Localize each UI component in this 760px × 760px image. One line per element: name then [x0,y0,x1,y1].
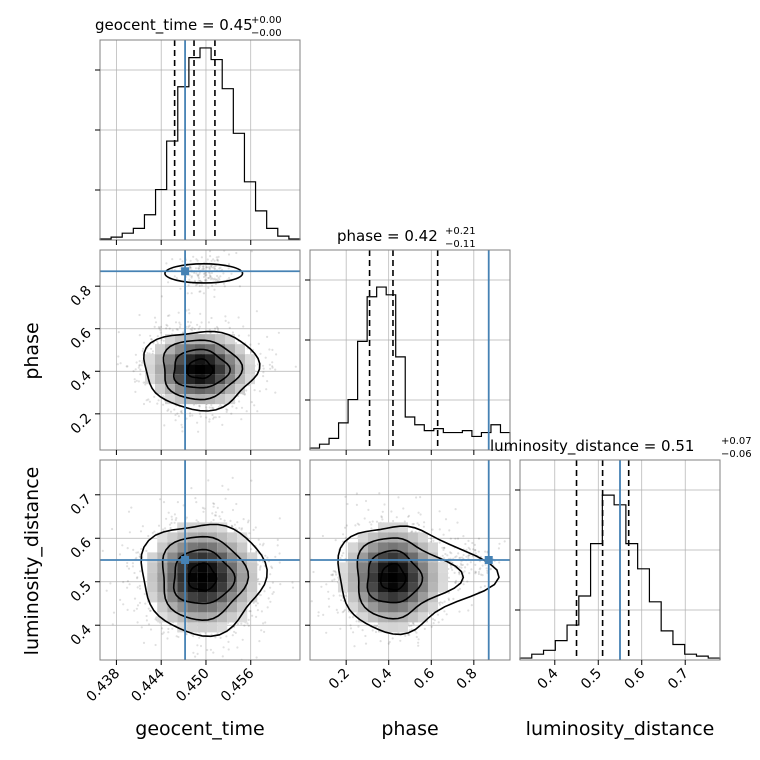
title-luminosity-distance-plus: +0.07 [721,436,752,447]
y-tick-label: 0.4 [68,622,95,649]
contour-line [337,525,500,636]
x-tick-label: 0.4 [368,665,395,692]
contour-line [186,358,214,380]
contour-line [356,537,465,620]
y-tick-label: 0.2 [68,410,95,437]
contour-line [379,562,407,591]
panel-frame [99,459,301,661]
x-tick-label: 0.5 [578,666,605,693]
truth-marker [181,556,190,564]
histogram-steps [99,47,301,240]
xlabel-luminosity-distance: luminosity_distance [526,718,715,740]
x-tick-label: 0.8 [454,666,481,693]
contour-line [140,523,268,638]
title-luminosity-distance-minus: −0.06 [721,449,752,460]
title-geocent-time: geocent_time = 0.45 [95,16,253,35]
panel-frame [309,459,511,661]
joint-geocent_time-phase: 0.2 0.4 0.6 0.8 [68,249,301,455]
title-phase: phase = 0.42 [337,227,438,245]
contour-line [172,348,232,389]
y-tick-label: 0.7 [68,491,95,518]
truth-marker [484,556,493,564]
title-geocent-time-minus: −0.00 [251,28,282,39]
panel-frame [99,249,301,451]
y-tick-label: 0.4 [68,368,95,395]
x-tick-label: 0.456 [218,665,258,705]
contour-line [164,263,244,284]
ylabel-luminosity-distance: luminosity_distance [21,467,43,656]
y-tick-label: 0.6 [68,535,95,562]
title-phase-minus: −0.11 [445,239,476,250]
y-tick-label: 0.6 [68,325,95,352]
title-luminosity-distance: luminosity_distance = 0.51 [490,437,694,456]
joint-geocent_time-luminosity_distance: 0.438 0.444 0.450 0.456 0.4 0.5 0.6 0.7 [68,459,301,706]
truth-marker [181,267,190,276]
y-tick-label: 0.8 [68,283,95,310]
contour-line [142,330,261,412]
x-tick-label: 0.4 [535,665,562,692]
panel-frame [99,39,301,241]
joint-phase-luminosity_distance: 0.2 0.4 0.6 0.8 [305,459,511,693]
x-tick-label: 0.438 [84,666,124,706]
xlabel-geocent-time: geocent_time [135,718,264,740]
contour-line [366,549,424,604]
histogram-phase [305,249,511,455]
ylabel-phase: phase [21,322,43,379]
x-tick-label: 0.444 [128,665,168,705]
y-tick-label: 0.5 [68,578,95,605]
contour-line [162,339,244,401]
title-phase-plus: +0.21 [445,226,476,237]
histogram-geocent_time [95,39,301,245]
x-tick-label: 0.2 [326,666,353,693]
contour-line [187,562,218,592]
x-tick-label: 0.6 [411,665,438,692]
x-tick-label: 0.6 [622,665,649,692]
contour-line [172,548,236,605]
contour-line [161,535,250,622]
panel-frame [309,249,511,451]
histogram-steps [309,286,511,450]
x-tick-label: 0.450 [173,666,213,706]
xlabel-phase: phase [381,718,438,740]
title-geocent-time-plus: +0.00 [251,15,282,26]
x-tick-label: 0.7 [665,666,692,693]
histogram-luminosity_distance: 0.4 0.5 0.6 0.7 [515,459,721,693]
panel-frame [519,459,721,661]
